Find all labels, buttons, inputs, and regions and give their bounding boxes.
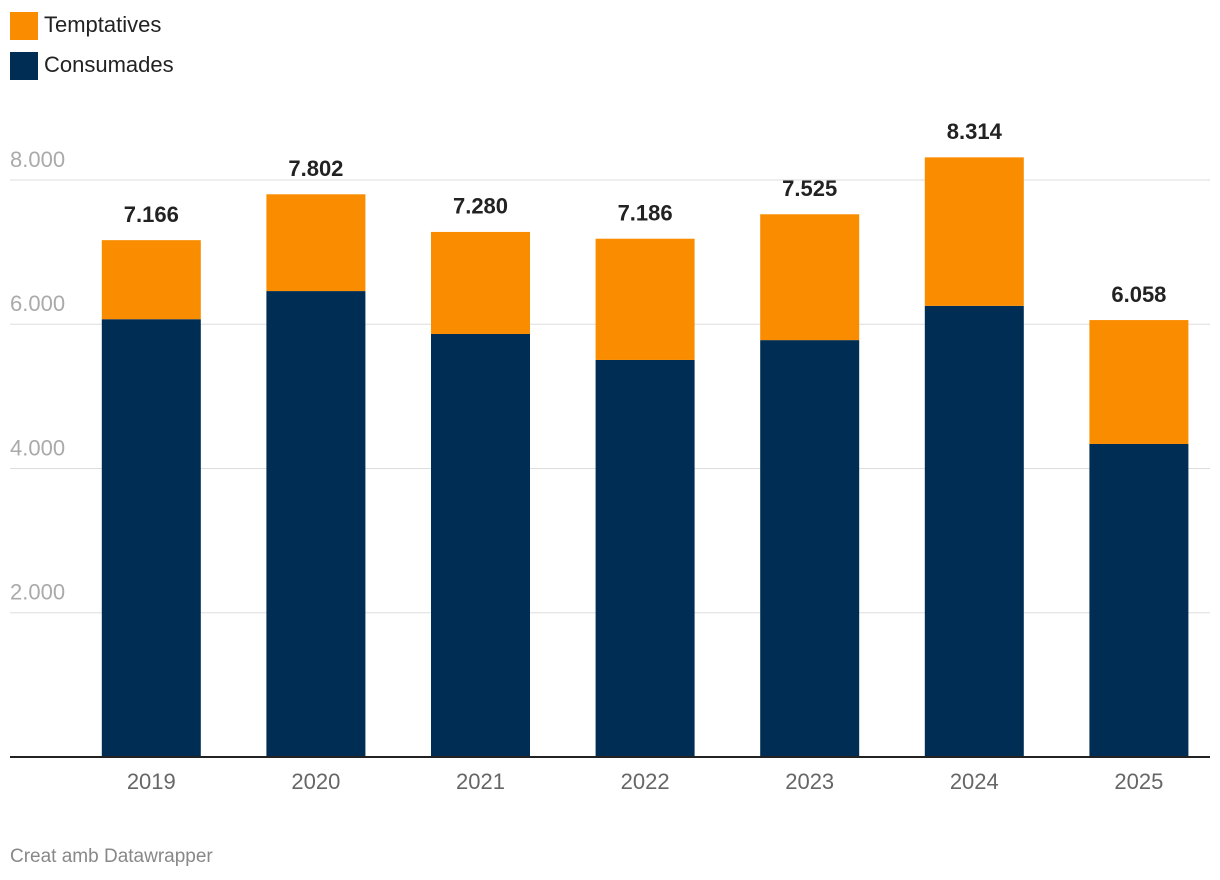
total-label: 7.802 — [288, 156, 343, 181]
bar-segment — [266, 291, 366, 757]
bar-segment — [1089, 443, 1189, 757]
bar-segment — [760, 340, 860, 757]
bar-segment — [924, 305, 1024, 757]
footer: Creat amb Datawrapper — [10, 846, 213, 867]
y-tick-label: 4.000 — [10, 435, 65, 460]
bar-segment — [266, 194, 366, 292]
bar-segment — [595, 359, 695, 757]
bar-segment — [760, 214, 860, 341]
legend-label: Consumades — [44, 52, 174, 77]
x-tick-label: 2019 — [127, 769, 176, 794]
bar-segment — [595, 238, 695, 360]
x-tick-label: 2023 — [785, 769, 834, 794]
bar-segment — [431, 231, 530, 334]
x-tick-label: 2021 — [456, 769, 505, 794]
bar-segment — [1089, 320, 1189, 444]
bar-segment — [101, 319, 201, 757]
total-label: 7.186 — [618, 201, 673, 226]
y-tick-label: 6.000 — [10, 291, 65, 316]
y-tick-label: 2.000 — [10, 580, 65, 605]
bar-segment — [101, 240, 201, 320]
x-tick-label: 2024 — [950, 769, 999, 794]
x-tick-label: 2020 — [291, 769, 340, 794]
total-label: 7.525 — [782, 176, 837, 201]
legend-swatch — [10, 12, 38, 40]
total-label: 7.280 — [453, 194, 508, 219]
x-tick-label: 2025 — [1114, 769, 1163, 794]
total-label: 6.058 — [1111, 282, 1166, 307]
total-label: 7.166 — [124, 202, 179, 227]
x-tick-label: 2022 — [621, 769, 670, 794]
legend-label: Temptatives — [44, 12, 161, 37]
legend-swatch — [10, 52, 38, 80]
bar-segment — [924, 157, 1024, 306]
bar-segment — [431, 333, 530, 757]
total-label: 8.314 — [947, 119, 1003, 144]
y-tick-label: 8.000 — [10, 147, 65, 172]
